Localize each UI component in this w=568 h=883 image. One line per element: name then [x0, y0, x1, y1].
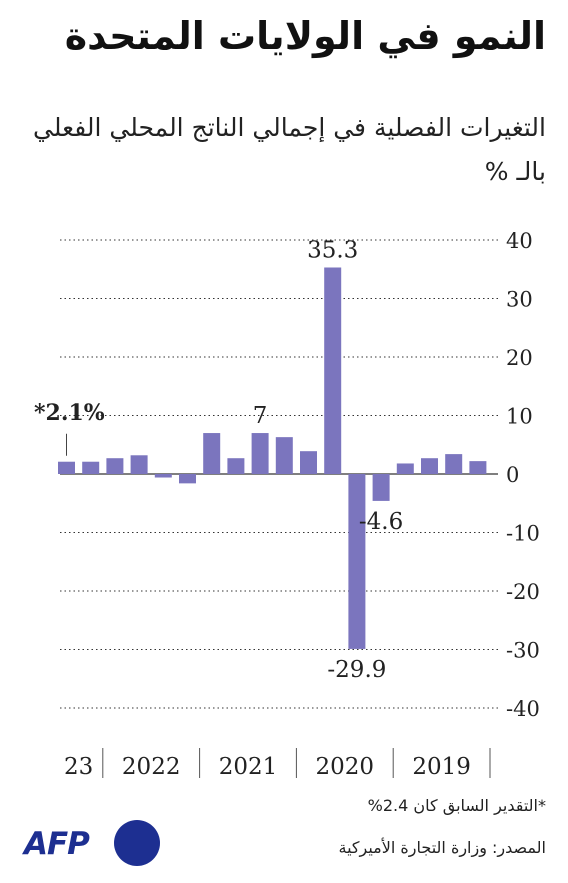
year-label: 23: [64, 754, 93, 780]
chart-subtitle: التغيرات الفصلية في إجمالي الناتج المحلي…: [33, 113, 546, 186]
bar: [348, 474, 366, 649]
value-label: 35.3: [307, 237, 358, 263]
bar: [324, 267, 342, 474]
y-tick-label: 10: [506, 405, 533, 429]
bar: [469, 461, 487, 474]
highlight-label: *2.1%: [34, 400, 105, 426]
bar: [227, 458, 245, 474]
value-label: -29.9: [327, 657, 386, 683]
afp-logo-text: AFP: [24, 826, 90, 862]
value-label: 7: [253, 403, 268, 429]
afp-logo-dot: [114, 820, 160, 866]
year-label: 2021: [219, 754, 278, 780]
y-tick-label: -10: [506, 522, 540, 546]
bar: [251, 433, 269, 474]
year-label: 2020: [316, 754, 375, 780]
bar: [179, 474, 196, 484]
afp-logo: AFP: [24, 820, 164, 870]
y-tick-label: 0: [506, 463, 519, 487]
value-label: -4.6: [359, 509, 403, 535]
y-tick-label: -20: [506, 580, 540, 604]
bar: [106, 458, 124, 474]
y-tick-label: -30: [506, 639, 540, 663]
bar: [372, 474, 390, 501]
bar: [58, 461, 75, 474]
bar: [130, 455, 148, 474]
chart-title: النمو في الولايات المتحدة: [64, 14, 546, 58]
y-tick-label: 20: [506, 346, 533, 370]
bar: [203, 433, 221, 474]
source-note: المصدر: وزارة التجارة الأميركية: [338, 838, 546, 857]
footnote: *التقدير السابق كان 2.4%: [367, 796, 546, 815]
y-tick-label: 30: [506, 288, 533, 312]
bar: [275, 437, 293, 474]
bar: [154, 474, 172, 478]
bar: [300, 451, 317, 474]
y-tick-label: 40: [506, 229, 533, 253]
gdp-bar-chart: 40 30 20 10 0 -10 -20 -30 -40 -4.6 -29.9 35.3 7 *2.1%…: [34, 229, 540, 780]
bar: [82, 461, 100, 474]
bar: [421, 458, 438, 474]
bar: [396, 463, 414, 474]
year-label: 2019: [412, 754, 471, 780]
bar: [445, 454, 463, 474]
y-tick-label: -40: [506, 697, 540, 721]
year-label: 2022: [122, 754, 181, 780]
